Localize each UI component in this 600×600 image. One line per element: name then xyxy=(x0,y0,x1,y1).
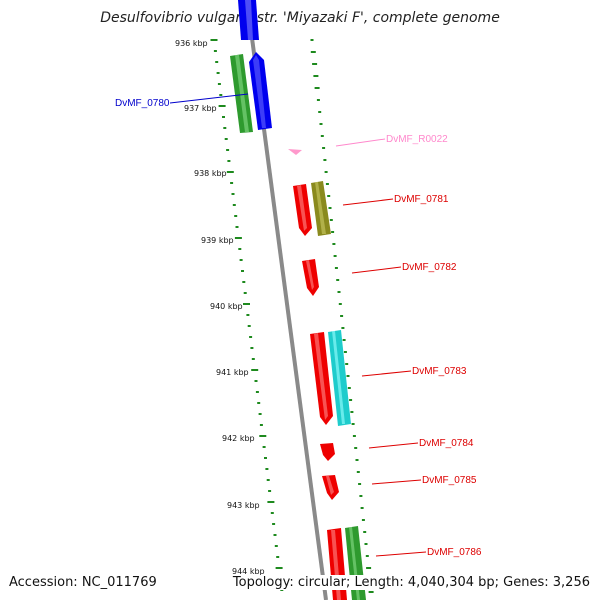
leader-DvMF_0784 xyxy=(368,442,419,449)
rna-DvMF_R0022[interactable] xyxy=(288,149,302,155)
leader-DvMF_0782 xyxy=(351,266,402,274)
leader-DvMF_0781 xyxy=(342,198,394,206)
leader-DvMF_0785 xyxy=(371,479,422,485)
scale-label-936: 936 kbp xyxy=(175,39,208,48)
gene-DvMF_0785[interactable] xyxy=(322,475,339,500)
scale-label-941: 941 kbp xyxy=(216,368,249,377)
gene-DvMF_0783-red[interactable] xyxy=(310,332,333,425)
gene-DvMF_0780[interactable] xyxy=(249,52,272,130)
scale-label-940: 940 kbp xyxy=(210,302,243,311)
gene-DvMF_0783-cyan[interactable] xyxy=(328,330,351,426)
leader-DvMF_0780 xyxy=(169,93,249,104)
label-DvMF_0781[interactable]: DvMF_0781 xyxy=(394,194,449,205)
label-DvMF_0782[interactable]: DvMF_0782 xyxy=(402,262,457,273)
topology-text: Topology: circular; Length: 4,040,304 bp… xyxy=(230,575,592,590)
label-DvMF_0783[interactable]: DvMF_0783 xyxy=(412,366,467,377)
gc-track-right xyxy=(310,39,374,593)
gene-DvMF_0782[interactable] xyxy=(302,259,319,296)
scale-label-938: 938 kbp xyxy=(194,169,227,178)
gene-DvMF_0781-olive[interactable] xyxy=(311,181,331,236)
accession-text: Accession: NC_011769 xyxy=(7,575,159,590)
gene-DvMF_0781-red[interactable] xyxy=(293,184,312,236)
label-DvMF_0780[interactable]: DvMF_0780 xyxy=(115,98,170,109)
label-DvMF_0785[interactable]: DvMF_0785 xyxy=(422,475,477,486)
gc-track-left xyxy=(210,39,284,591)
gene-green-forward-1[interactable] xyxy=(230,54,253,133)
scale-label-944: 944 kbp xyxy=(232,567,265,576)
map-title: Desulfovibrio vulgaris str. 'Miyazaki F'… xyxy=(100,10,500,26)
scale-label-937: 937 kbp xyxy=(184,104,217,113)
label-DvMF_R0022[interactable]: DvMF_R0022 xyxy=(386,134,448,145)
leader-DvMF_R0022 xyxy=(335,138,386,147)
leader-DvMF_0783 xyxy=(361,370,412,377)
label-DvMF_0786[interactable]: DvMF_0786 xyxy=(427,547,482,558)
gene-DvMF_0780-blue-top[interactable] xyxy=(238,0,259,40)
scale-label-939: 939 kbp xyxy=(201,236,234,245)
scale-label-942: 942 kbp xyxy=(222,434,255,443)
gene-DvMF_0784[interactable] xyxy=(320,443,335,461)
label-DvMF_0784[interactable]: DvMF_0784 xyxy=(419,438,474,449)
leader-DvMF_0786 xyxy=(375,551,427,557)
scale-label-943: 943 kbp xyxy=(227,501,260,510)
